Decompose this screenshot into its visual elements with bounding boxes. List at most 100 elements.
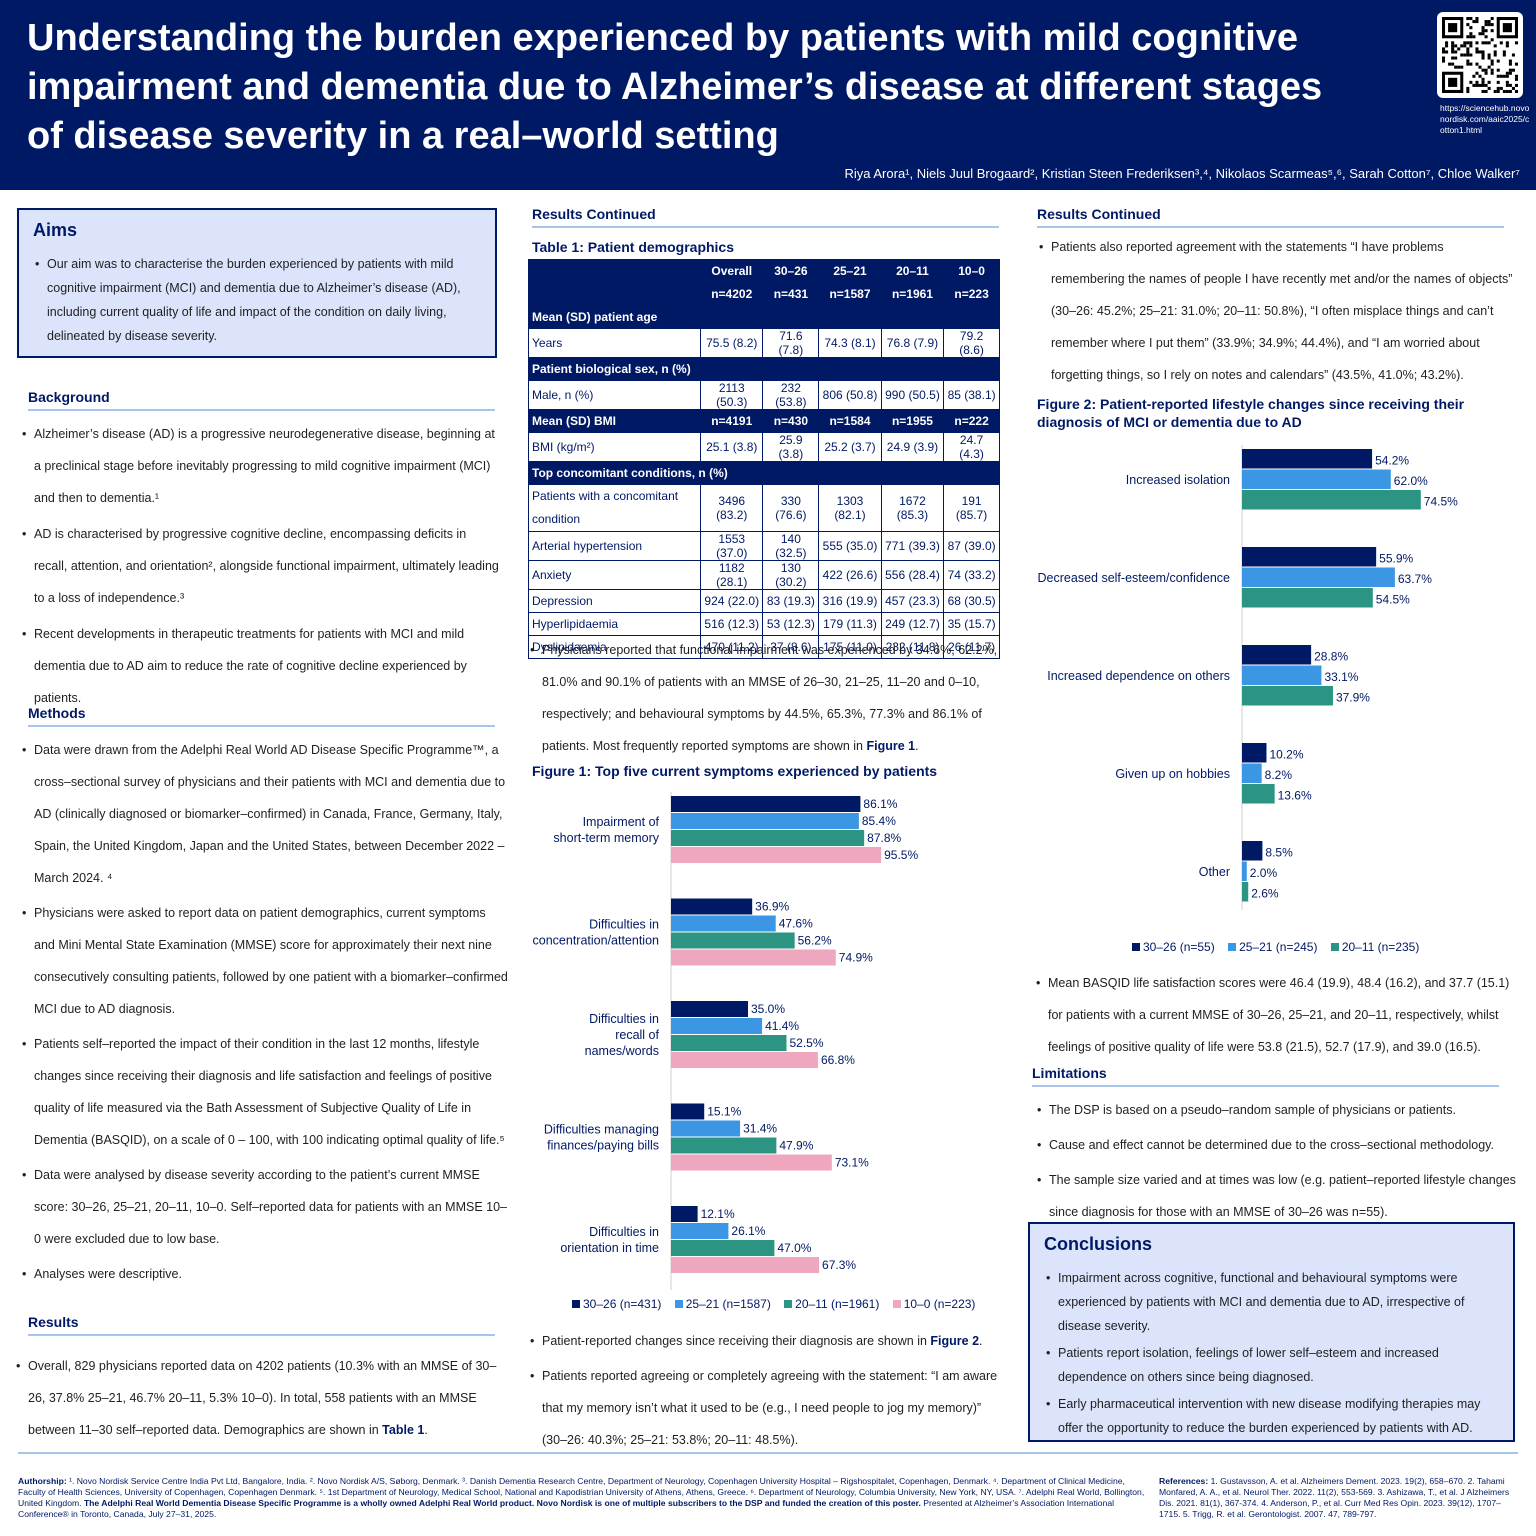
conclusions-heading: Conclusions [1044, 1234, 1153, 1254]
table-cell: n=1587 [818, 282, 882, 306]
bar [671, 915, 776, 932]
table-cell: n=431 [762, 282, 820, 306]
qr-code[interactable] [1437, 12, 1523, 98]
table-row: Arterial hypertension 1553 (37.0) 140 (32.… [527, 531, 1000, 561]
category-label: names/words [585, 1044, 659, 1058]
demographics-table: Overall 30–26 25–21 20–11 10–0 n=4202 n=431 n=1… [527, 259, 1000, 659]
authorship: Authorship: ¹. Novo Nordisk Service Cent… [18, 1476, 1148, 1520]
legend-swatch [892, 1300, 901, 1308]
table-row: BMI (kg/m²) 25.1 (3.8) 25.9 (3.8) 25.2 (3.7… [527, 432, 1000, 462]
mid-list-2: Patient-reported changes since receiving… [528, 1325, 1008, 1456]
table-cell: 457 (23.3) [880, 589, 945, 613]
authorship-text: ¹. Novo Nordisk Service Centre India Pvt… [18, 1476, 1145, 1508]
bar [671, 898, 753, 915]
limitations-item: Cause and effect cannot be determined du… [1035, 1129, 1521, 1161]
table-cell: 330 (76.6) [762, 484, 820, 532]
table-row: Mean (SD) BMI n=4191 n=430 n=1584 n=1955 n=22… [527, 409, 1000, 433]
figure2-legend: 30–26 (n=55) 25–21 (n=245) 20–11 (n=235) [1122, 940, 1419, 954]
figure1-link[interactable]: Figure 1 [866, 739, 916, 753]
authorship-funding: The Adelphi Real World Dementia Disease … [83, 1498, 921, 1508]
table-row: Patients with a concomitant condition 349… [527, 484, 1000, 532]
mid-item: Patients reported agreeing or completely… [528, 1360, 1008, 1456]
results-heading: Results [28, 1314, 495, 1336]
bar [1242, 645, 1312, 665]
data-label: 74.5% [1424, 495, 1458, 509]
authorship-label: Authorship: [18, 1476, 67, 1486]
category-label: Impairment of [583, 815, 660, 829]
mid-text-end: . [915, 739, 919, 753]
background-heading: Background [28, 389, 495, 411]
table1-link[interactable]: Table 1 [382, 1423, 425, 1437]
legend-swatch [1132, 943, 1140, 951]
table-section-row: Top concomitant conditions, n (%) [528, 461, 1000, 485]
table-cell: n=223 [943, 282, 1000, 306]
bar [1242, 861, 1247, 881]
table-cell: Overall [700, 259, 764, 283]
data-label: 54.2% [1375, 454, 1409, 468]
legend-swatch [572, 1300, 580, 1308]
table-cell: 924 (22.0) [700, 589, 764, 613]
results-list: Overall, 829 physicians reported data on… [14, 1350, 510, 1446]
category-label: Difficulties managing [544, 1123, 659, 1137]
bar [671, 1120, 741, 1137]
bar [1242, 490, 1421, 510]
table-section-row: Mean (SD) patient age [528, 305, 1000, 329]
table-cell: 1303 (82.1) [818, 484, 882, 532]
right-item: Mean BASQID life satisfaction scores wer… [1034, 967, 1520, 1063]
aims-list: Our aim was to characterise the burden e… [33, 252, 473, 348]
aims-heading: Aims [33, 220, 78, 240]
background-item: Recent developments in therapeutic treat… [20, 618, 500, 714]
data-label: 47.0% [777, 1241, 811, 1255]
bar [671, 1018, 763, 1034]
table-section-row: Patient biological sex, n (%) [528, 357, 1000, 381]
category-label: finances/paying bills [547, 1139, 659, 1153]
category-label: Difficulties in [589, 918, 659, 932]
data-label: 63.7% [1398, 572, 1432, 586]
mid-text-end: . [979, 1334, 983, 1348]
limitations-list: The DSP is based on a pseudo–random samp… [1035, 1094, 1521, 1228]
bar [671, 830, 865, 846]
data-label: 95.5% [884, 848, 918, 862]
legend-swatch [784, 1300, 793, 1308]
figure2-link[interactable]: Figure 2 [930, 1334, 980, 1348]
legend-label: 30–26 (n=431) [583, 1297, 662, 1311]
table-cell: 990 (50.5) [880, 380, 945, 410]
poster-title: Understanding the burden experienced by … [27, 17, 1323, 157]
category-label: Difficulties in [589, 1012, 659, 1026]
table-cell: 20–11 [880, 259, 945, 283]
table-cell: 53 (12.3) [762, 612, 820, 636]
data-label: 67.3% [822, 1258, 856, 1272]
table-cell: 232 (53.8) [762, 380, 820, 410]
data-label: 86.1% [863, 797, 897, 811]
table-cell: 87 (39.0) [943, 531, 1000, 561]
data-label: 26.1% [731, 1224, 765, 1238]
limitations-item: The sample size varied and at times was … [1035, 1164, 1521, 1228]
methods-item: Patients self–reported the impact of the… [20, 1028, 508, 1156]
figure2-chart: Increased isolation 54.2% 62.0% 74.5% Decrea… [1038, 445, 1458, 910]
data-label: 28.8% [1314, 650, 1348, 664]
bar [671, 949, 836, 966]
qr-url[interactable]: https://sciencehub.novonordisk.com/aaic2… [1440, 103, 1530, 135]
bar [671, 1223, 729, 1239]
table-cell: 130 (30.2) [762, 560, 820, 590]
table-row: Hyperlipidaemia 516 (12.3) 53 (12.3) 179 (1… [527, 612, 1000, 636]
background-item: AD is characterised by progressive cogni… [20, 518, 500, 614]
results-text-end: . [424, 1423, 428, 1437]
table-cell: n=1584 [818, 409, 882, 433]
table-cell [527, 259, 702, 283]
bar [1242, 449, 1373, 469]
table-cell [527, 282, 702, 306]
bar [671, 1240, 775, 1256]
category-label: Decreased self-esteem/confidence [1038, 571, 1231, 585]
bar [671, 1154, 832, 1171]
table-cell: 83 (19.3) [762, 589, 820, 613]
table-row: Anxiety 1182 (28.1) 130 (30.2) 422 (26.6) 55… [527, 560, 1000, 590]
table-cell: 140 (32.5) [762, 531, 820, 561]
data-label: 37.9% [1336, 691, 1370, 705]
category-label: Given up on hobbies [1115, 767, 1230, 781]
data-label: 55.9% [1379, 552, 1413, 566]
data-label: 74.9% [839, 951, 873, 965]
table-cell: Male, n (%) [527, 380, 702, 410]
table-row: n=4202 n=431 n=1587 n=1961 n=223 [527, 282, 1000, 306]
data-label: 31.4% [743, 1122, 777, 1136]
